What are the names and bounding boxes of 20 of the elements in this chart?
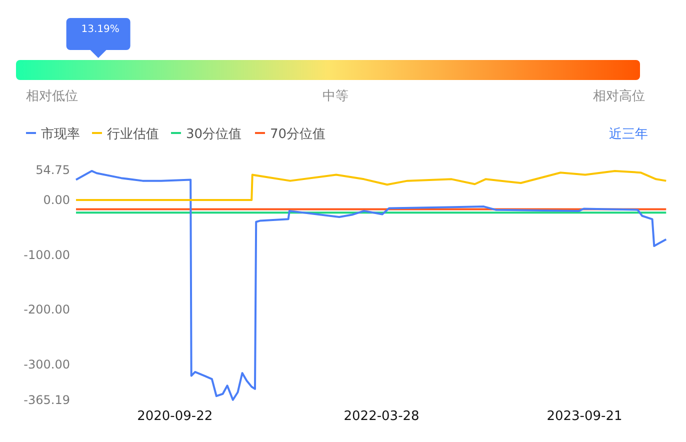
- x-tick-label: 2022-03-28: [344, 409, 420, 424]
- y-tick-label: -200.00: [24, 302, 70, 317]
- y-tick-label: 0.00: [43, 192, 70, 207]
- text: 相对低位: [26, 89, 78, 104]
- text: 中等: [322, 89, 348, 104]
- text: 近三年: [609, 127, 648, 142]
- legend-label: 30分位值: [186, 127, 242, 142]
- y-tick-label: -100.00: [24, 248, 70, 262]
- data-label: 13.19%: [81, 24, 120, 35]
- y-tick-label: 54.75: [36, 163, 70, 177]
- y-tick-label: -300.00: [24, 357, 70, 372]
- legend-label: 市现率: [41, 126, 80, 142]
- legend-label: 行业估值: [107, 127, 159, 142]
- line-series: [75, 170, 668, 201]
- text: 相对高位: [593, 88, 645, 104]
- y-tick-label: -365.19: [24, 393, 70, 407]
- legend-label: 70分位值: [270, 127, 326, 142]
- x-tick-label: 2020-09-22: [137, 409, 213, 424]
- x-tick-label: 2023-09-21: [546, 409, 622, 424]
- line-series: [75, 170, 668, 401]
